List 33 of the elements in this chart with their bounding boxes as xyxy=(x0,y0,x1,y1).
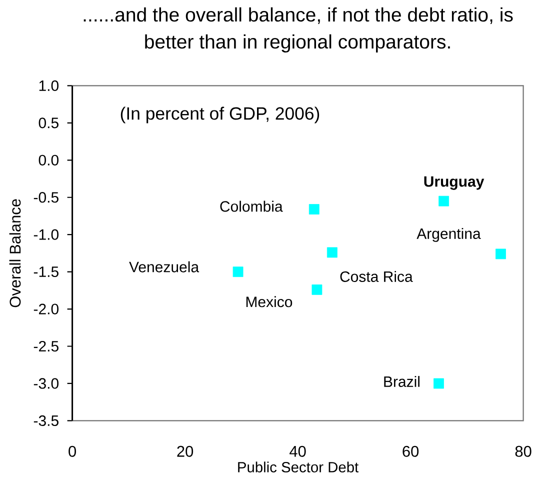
series-label: Colombia xyxy=(220,200,283,212)
x-tick-label: 80 xyxy=(515,446,532,457)
series-label: Uruguay xyxy=(424,176,484,190)
y-tick-label: -2.5 xyxy=(34,340,58,352)
point xyxy=(496,248,506,260)
text: Venezuela xyxy=(129,261,200,272)
text: (In percent of GDP, 2006) xyxy=(120,106,320,124)
point xyxy=(312,284,322,295)
series-label: Argentina xyxy=(416,228,481,242)
y-tick-label: -1.0 xyxy=(34,229,59,240)
series-label: Brazil xyxy=(384,376,420,387)
series-label: Costa Rica xyxy=(340,270,413,282)
y-tick-label: -3.5 xyxy=(34,415,58,426)
x-tick-label: 0 xyxy=(68,446,76,457)
point xyxy=(232,266,244,278)
y-tick-label: -3.0 xyxy=(34,378,59,389)
point xyxy=(308,204,320,214)
y-tick-label: -0.5 xyxy=(34,192,58,203)
y-axis-title: Overall Balance xyxy=(9,199,21,308)
point xyxy=(326,247,338,258)
x-axis-title: Public Sector Debt xyxy=(238,462,359,472)
x-tick-label: 40 xyxy=(290,446,306,457)
x-tick-label: 60 xyxy=(402,446,419,457)
y-tick-label: 1.0 xyxy=(39,80,59,92)
y-tick-label: 0.5 xyxy=(38,118,58,128)
x-tick-label: 20 xyxy=(177,446,194,457)
chart-title: ......and the overall balance, if not the debt ratio, is better than in regional comparators. xyxy=(84,7,513,52)
y-tick-label: -1.5 xyxy=(34,266,58,278)
y-tick-label: -2.0 xyxy=(34,304,59,314)
point xyxy=(434,378,444,389)
series-label: Mexico xyxy=(246,296,292,308)
y-tick-label: 0.0 xyxy=(38,154,59,166)
point xyxy=(438,196,450,206)
